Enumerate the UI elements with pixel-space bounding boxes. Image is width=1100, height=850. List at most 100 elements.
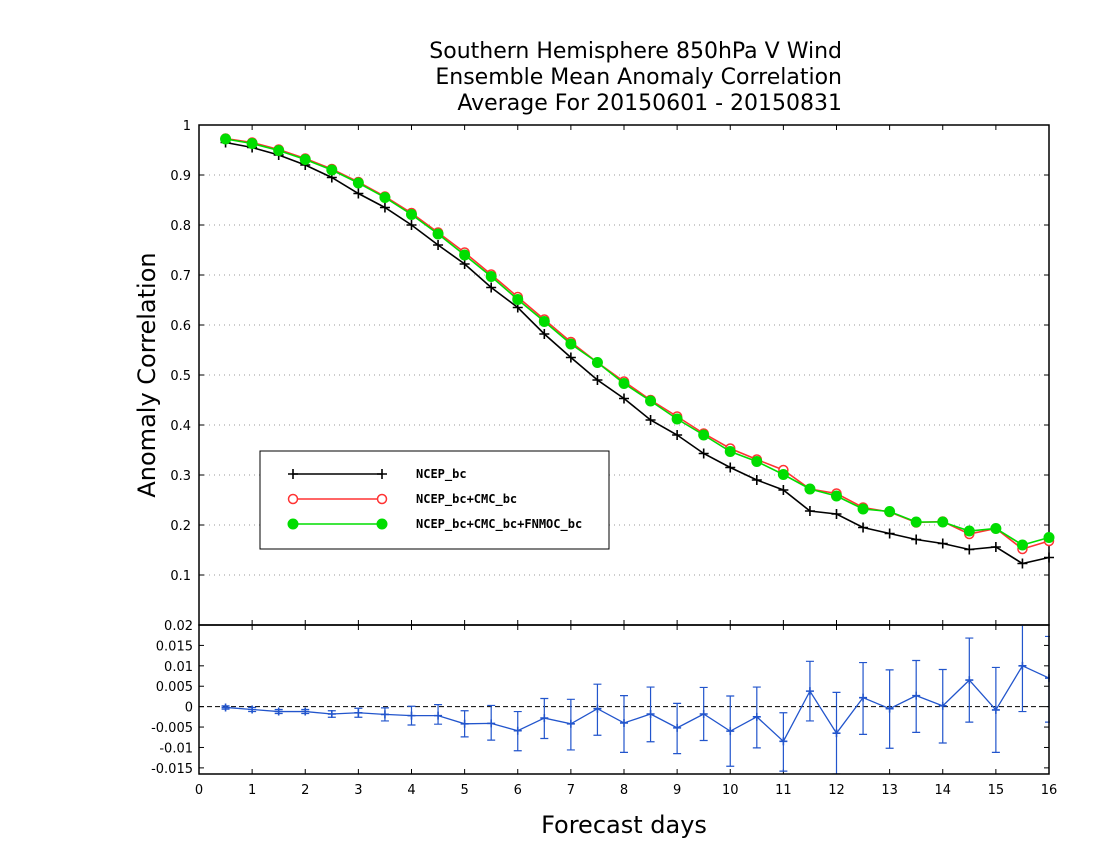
x-tick-label: 2 [301, 783, 309, 798]
data-point [380, 710, 389, 719]
data-point [353, 188, 364, 199]
data-point [645, 415, 656, 425]
data-point [671, 413, 683, 425]
data-point [990, 523, 1002, 534]
data-point [248, 705, 257, 714]
data-point [751, 456, 763, 467]
data-point [406, 209, 417, 220]
legend-item: NCEP_bc+CMC_bc [287, 492, 517, 507]
data-point [274, 707, 283, 716]
legend-marker [376, 518, 388, 530]
data-point [779, 737, 788, 746]
series-line [225, 141, 1050, 565]
data-point [433, 240, 444, 250]
difference-series [221, 625, 1050, 774]
data-point [566, 719, 575, 728]
y-tick-label: 0.5 [170, 369, 191, 384]
legend-marker [287, 493, 299, 505]
x-tick-label: 13 [881, 783, 898, 798]
y-axis-label: Anomaly Correlation [133, 252, 161, 497]
data-point [673, 723, 682, 732]
y-tick-label: -0.015 [151, 762, 193, 777]
bottom-plot-frame [198, 624, 1050, 775]
data-point [565, 338, 577, 350]
data-point [459, 249, 471, 261]
data-point [618, 378, 630, 389]
data-point [937, 538, 948, 549]
x-tick-label: 3 [354, 783, 362, 798]
legend-item: NCEP_bc [288, 467, 467, 482]
data-point [963, 525, 975, 537]
x-tick-label: 16 [1041, 783, 1058, 798]
y-tick-label: 0.005 [156, 680, 193, 695]
data-point [857, 503, 869, 515]
legend-marker [287, 518, 299, 530]
x-tick-label: 8 [620, 783, 628, 798]
x-tick-label: 6 [514, 783, 522, 798]
y-tick-label: 0.01 [164, 660, 193, 675]
data-point [858, 522, 869, 533]
y-tick-label: 1 [183, 119, 191, 134]
y-tick-label: 0.9 [170, 169, 191, 184]
legend-item: NCEP_bc+CMC_bc+FNMOC_bc [287, 517, 582, 532]
legend-label: NCEP_bc [416, 467, 467, 482]
data-point [486, 282, 497, 293]
y-tick-label: 0.8 [170, 219, 191, 234]
y-tick-label: 0.4 [170, 419, 191, 434]
data-point [910, 516, 922, 528]
data-point [379, 202, 390, 213]
data-point [460, 719, 469, 728]
data-point [804, 483, 816, 495]
data-point [990, 542, 1001, 552]
data-point [698, 448, 709, 459]
y-tick-label: 0.2 [170, 519, 191, 534]
y-tick-label: 0.015 [156, 639, 193, 654]
data-point [884, 506, 896, 517]
data-point [434, 711, 443, 720]
legend-label: NCEP_bc+CMC_bc+FNMOC_bc [416, 517, 582, 532]
difference-line [225, 664, 1050, 743]
data-point [352, 177, 364, 189]
x-tick-label: 0 [195, 783, 203, 798]
data-point [885, 704, 894, 713]
data-point [513, 726, 522, 735]
x-tick-label: 10 [722, 783, 739, 798]
y-tick-label: 0.02 [164, 619, 193, 634]
data-point [937, 516, 949, 528]
x-tick-label: 7 [567, 783, 575, 798]
y-tick-label: 0.6 [170, 319, 191, 334]
data-point [1043, 532, 1055, 543]
y-tick-label: 0 [185, 701, 193, 716]
data-point [1018, 661, 1027, 670]
data-point [938, 701, 947, 710]
y-tick-label: 0.1 [170, 569, 191, 584]
x-axis-label: Forecast days [541, 811, 707, 839]
data-point [778, 485, 789, 495]
data-point [804, 506, 815, 516]
data-point [326, 164, 338, 176]
legend: NCEP_bc NCEP_bc+CMC_bc NCEP_bc+CMC_bc+FNMO… [259, 450, 610, 550]
data-point [299, 154, 311, 165]
data-point [912, 691, 921, 700]
data-point [777, 469, 789, 480]
x-tick-label: 15 [988, 783, 1005, 798]
legend-marker [377, 469, 387, 479]
data-point [1044, 552, 1054, 563]
data-point [805, 687, 814, 696]
data-point [751, 475, 762, 485]
data-point [485, 271, 497, 282]
data-point [591, 357, 603, 368]
data-point [619, 393, 629, 404]
data-point [487, 719, 496, 728]
x-tick-label: 14 [934, 783, 951, 798]
data-point [538, 316, 550, 327]
data-point [539, 329, 550, 339]
legend-box [259, 450, 610, 550]
data-point [354, 708, 363, 717]
data-point [645, 395, 657, 407]
data-point [646, 709, 655, 718]
data-point [884, 528, 895, 539]
title-line-1: Southern Hemisphere 850hPa V Wind [429, 39, 842, 64]
